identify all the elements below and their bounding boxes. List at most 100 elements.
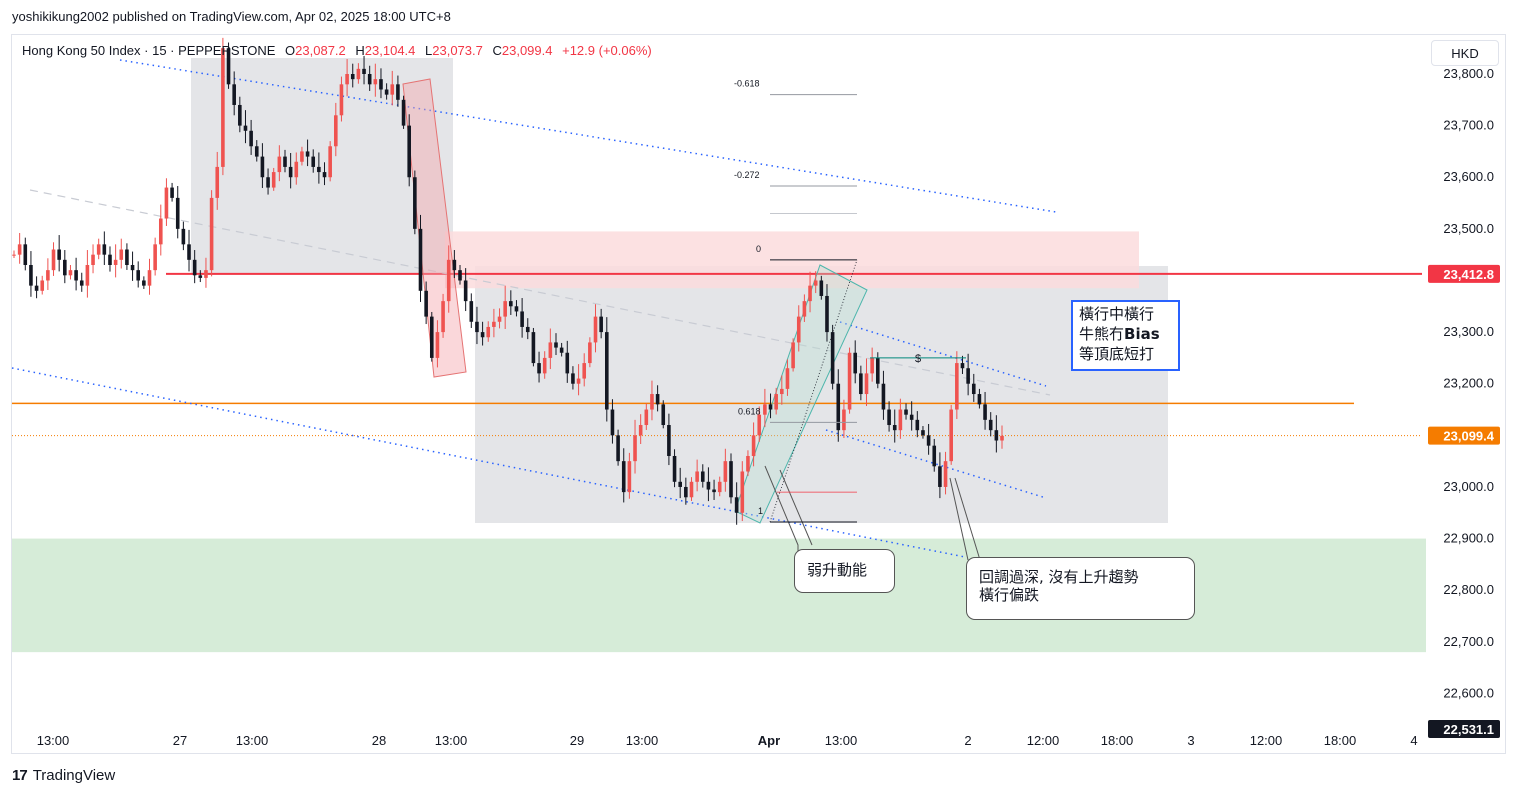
candle bbox=[63, 250, 67, 284]
candle bbox=[785, 359, 790, 396]
candle bbox=[971, 373, 976, 402]
candle-body bbox=[847, 352, 852, 410]
candle bbox=[514, 300, 519, 317]
candle-body bbox=[147, 270, 152, 286]
candle bbox=[819, 275, 824, 300]
candle bbox=[582, 353, 587, 387]
price-label: 23,412.8 bbox=[1443, 267, 1494, 282]
candle bbox=[300, 146, 304, 166]
candle bbox=[842, 399, 846, 439]
candle bbox=[859, 365, 863, 401]
candle-body bbox=[232, 84, 236, 105]
candle-body bbox=[938, 466, 942, 487]
candle-body bbox=[859, 373, 863, 395]
candle-body bbox=[780, 388, 784, 395]
candle bbox=[153, 237, 157, 276]
candle bbox=[791, 338, 795, 372]
candle-body bbox=[751, 435, 756, 456]
candle bbox=[700, 464, 705, 488]
currency-button[interactable]: HKD bbox=[1431, 40, 1499, 66]
candle-body bbox=[706, 481, 711, 490]
candle-body bbox=[542, 357, 547, 374]
high-value: 23,104.4 bbox=[364, 43, 416, 58]
candle-body bbox=[317, 166, 321, 173]
x-tick-label: Apr bbox=[758, 733, 780, 748]
candle bbox=[627, 452, 632, 499]
candle bbox=[424, 281, 428, 325]
price-label-bg bbox=[1428, 264, 1500, 283]
candle-body bbox=[350, 74, 355, 80]
candle-body bbox=[955, 363, 959, 410]
candle bbox=[51, 242, 56, 276]
candle bbox=[650, 380, 654, 421]
candle-body bbox=[492, 321, 496, 327]
y-tick-label: 23,200.0 bbox=[1443, 376, 1494, 391]
candle-body bbox=[723, 461, 728, 482]
candle-body bbox=[531, 332, 536, 364]
candle-body bbox=[571, 373, 575, 384]
x-tick-label: 12:00 bbox=[1027, 733, 1060, 748]
candle bbox=[751, 422, 756, 467]
candle-body bbox=[977, 394, 982, 405]
candle-body bbox=[142, 280, 146, 286]
candle-body bbox=[610, 409, 615, 436]
candle bbox=[712, 479, 716, 500]
candle bbox=[102, 231, 107, 265]
candle bbox=[734, 482, 739, 525]
candle-body bbox=[616, 435, 620, 462]
candle bbox=[633, 419, 637, 474]
candle-body bbox=[734, 497, 739, 513]
x-tick-label: 13:00 bbox=[626, 733, 659, 748]
note-deep-pullback[interactable]: 回調過深, 沒有上升趨勢 橫行偏跌 bbox=[966, 557, 1195, 620]
callout-pointer bbox=[949, 477, 969, 561]
candle-body bbox=[796, 316, 801, 343]
candle bbox=[915, 411, 920, 438]
candle bbox=[125, 243, 129, 270]
x-tick-label: 13:00 bbox=[236, 733, 269, 748]
candle bbox=[729, 453, 733, 504]
range-box-main bbox=[475, 266, 1168, 523]
candle-body bbox=[514, 306, 519, 312]
candle-body bbox=[266, 177, 270, 188]
candle-body bbox=[740, 471, 745, 513]
candle-body bbox=[486, 326, 491, 338]
candle bbox=[130, 251, 135, 281]
candle-body bbox=[300, 151, 304, 162]
candle-body bbox=[102, 244, 107, 255]
candle-body bbox=[108, 254, 112, 265]
x-tick-label: 4 bbox=[1410, 733, 1417, 748]
candle-body bbox=[520, 311, 524, 327]
candle-body bbox=[170, 187, 174, 198]
candle-body bbox=[469, 301, 474, 322]
symbol-label[interactable]: Hong Kong 50 Index · 15 · PEPPERSTONE bbox=[22, 43, 276, 58]
y-tick-label: 23,700.0 bbox=[1443, 118, 1494, 133]
x-tick-label: 3 bbox=[1187, 733, 1194, 748]
note-weak-momentum[interactable]: 弱升動能 bbox=[794, 549, 895, 593]
rise-channel-highlight bbox=[734, 264, 868, 524]
candle bbox=[898, 398, 903, 439]
candle-body bbox=[424, 290, 428, 317]
candle bbox=[661, 400, 666, 429]
candle bbox=[994, 415, 999, 453]
candle bbox=[175, 186, 180, 239]
tradingview-logo[interactable]: 17 TradingView bbox=[12, 767, 116, 784]
candle-body bbox=[158, 218, 163, 245]
candle-body bbox=[757, 414, 762, 436]
candle-body bbox=[29, 264, 33, 286]
candle bbox=[960, 355, 965, 375]
candle-body bbox=[328, 146, 332, 178]
candle bbox=[780, 375, 784, 405]
candle bbox=[34, 276, 39, 299]
candle-body bbox=[288, 166, 293, 178]
candle bbox=[209, 190, 214, 277]
candle bbox=[802, 294, 807, 322]
note-sideways-bias[interactable]: 橫行中橫行 牛熊冇Bias 等頂底短打 bbox=[1071, 300, 1180, 371]
candle-body bbox=[12, 254, 16, 256]
candle bbox=[311, 149, 316, 173]
candle bbox=[717, 476, 722, 497]
candle bbox=[85, 250, 90, 298]
candle bbox=[164, 178, 169, 226]
candle bbox=[249, 119, 253, 155]
fib-level-label: 0.618 bbox=[738, 406, 761, 416]
